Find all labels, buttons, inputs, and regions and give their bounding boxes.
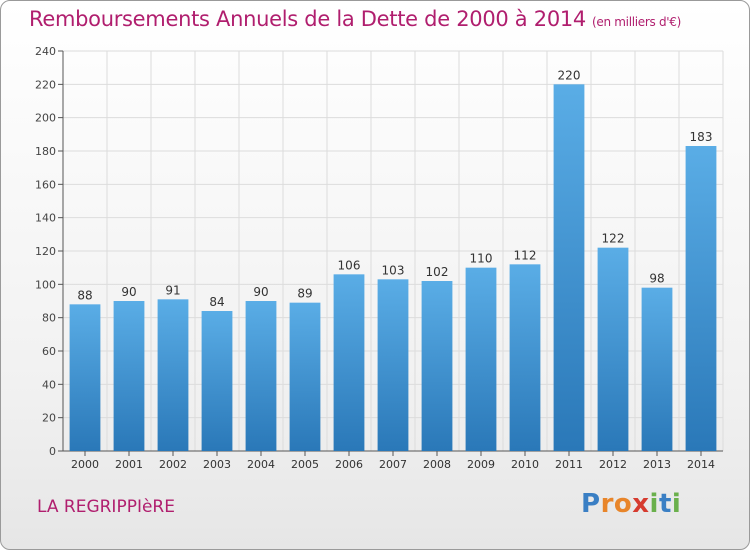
value-label: 89 <box>297 287 312 301</box>
value-label: 112 <box>514 248 537 262</box>
bar-2005 <box>289 302 321 451</box>
y-tick-label: 60 <box>42 345 56 358</box>
y-tick-label: 120 <box>35 245 56 258</box>
bar-2007 <box>377 279 409 451</box>
bar-2004 <box>245 301 277 451</box>
y-tick-label: 100 <box>35 278 56 291</box>
bar-2013 <box>641 287 673 451</box>
x-tick-label: 2008 <box>423 458 451 471</box>
y-tick-label: 220 <box>35 78 56 91</box>
value-label: 91 <box>165 283 180 297</box>
y-tick-label: 20 <box>42 412 56 425</box>
logo-letter: x <box>632 489 650 519</box>
value-label: 220 <box>558 68 581 82</box>
y-tick-label: 200 <box>35 112 56 125</box>
logo-letter: t <box>658 489 672 519</box>
y-tick-label: 240 <box>35 45 56 58</box>
y-tick-label: 80 <box>42 312 56 325</box>
logo-letter: P <box>581 489 601 519</box>
y-tick-label: 40 <box>42 378 56 391</box>
value-label: 98 <box>649 272 664 286</box>
bars <box>69 84 717 451</box>
value-label: 84 <box>209 295 224 309</box>
x-tick-label: 2005 <box>291 458 319 471</box>
x-tick-label: 2011 <box>555 458 583 471</box>
bar-2011 <box>553 84 585 451</box>
bar-2003 <box>201 311 233 451</box>
bar-2006 <box>333 274 365 451</box>
x-tick-label: 2014 <box>687 458 715 471</box>
x-tick-label: 2001 <box>115 458 143 471</box>
logo-letter: o <box>613 489 633 519</box>
chart-title-text: Remboursements Annuels de la Dette de 20… <box>29 7 586 31</box>
y-tick-label: 140 <box>35 212 56 225</box>
x-tick-label: 2010 <box>511 458 539 471</box>
bar-2009 <box>465 267 497 451</box>
y-tick-label: 160 <box>35 178 56 191</box>
bar-2008 <box>421 281 453 451</box>
logo-letter: i <box>671 489 682 519</box>
value-label: 122 <box>602 232 625 246</box>
chart-title: Remboursements Annuels de la Dette de 20… <box>29 7 681 31</box>
x-tick-label: 2012 <box>599 458 627 471</box>
labels: 88 2000 90 2001 91 2002 84 2003 90 2004 89 2005 106 2… <box>71 68 715 471</box>
y-tick-label: 0 <box>49 445 56 458</box>
proxiti-logo[interactable]: Proxiti <box>581 489 681 519</box>
bar-2014 <box>685 146 717 451</box>
bar-2012 <box>597 247 629 451</box>
bar-2000 <box>69 304 101 451</box>
value-label: 88 <box>77 288 92 302</box>
bar-2001 <box>113 301 145 451</box>
value-label: 102 <box>426 265 449 279</box>
value-label: 110 <box>470 252 493 266</box>
bar-2010 <box>509 264 541 451</box>
town-name: LA REGRIPPIèRE <box>37 497 175 517</box>
x-tick-label: 2013 <box>643 458 671 471</box>
chart-unit: (en milliers d'€) <box>592 15 682 29</box>
logo-letter: i <box>649 489 659 519</box>
x-tick-label: 2003 <box>203 458 231 471</box>
value-label: 106 <box>338 258 361 272</box>
x-tick-label: 2000 <box>71 458 99 471</box>
value-label: 103 <box>382 263 405 277</box>
x-tick-label: 2004 <box>247 458 275 471</box>
value-label: 183 <box>690 130 713 144</box>
x-tick-label: 2002 <box>159 458 187 471</box>
x-tick-label: 2007 <box>379 458 407 471</box>
x-tick-label: 2009 <box>467 458 495 471</box>
y-tick-label: 180 <box>35 145 56 158</box>
bar-2002 <box>157 299 189 451</box>
logo-letter: r <box>600 489 614 519</box>
value-label: 90 <box>121 285 136 299</box>
x-tick-label: 2006 <box>335 458 363 471</box>
value-label: 90 <box>253 285 268 299</box>
